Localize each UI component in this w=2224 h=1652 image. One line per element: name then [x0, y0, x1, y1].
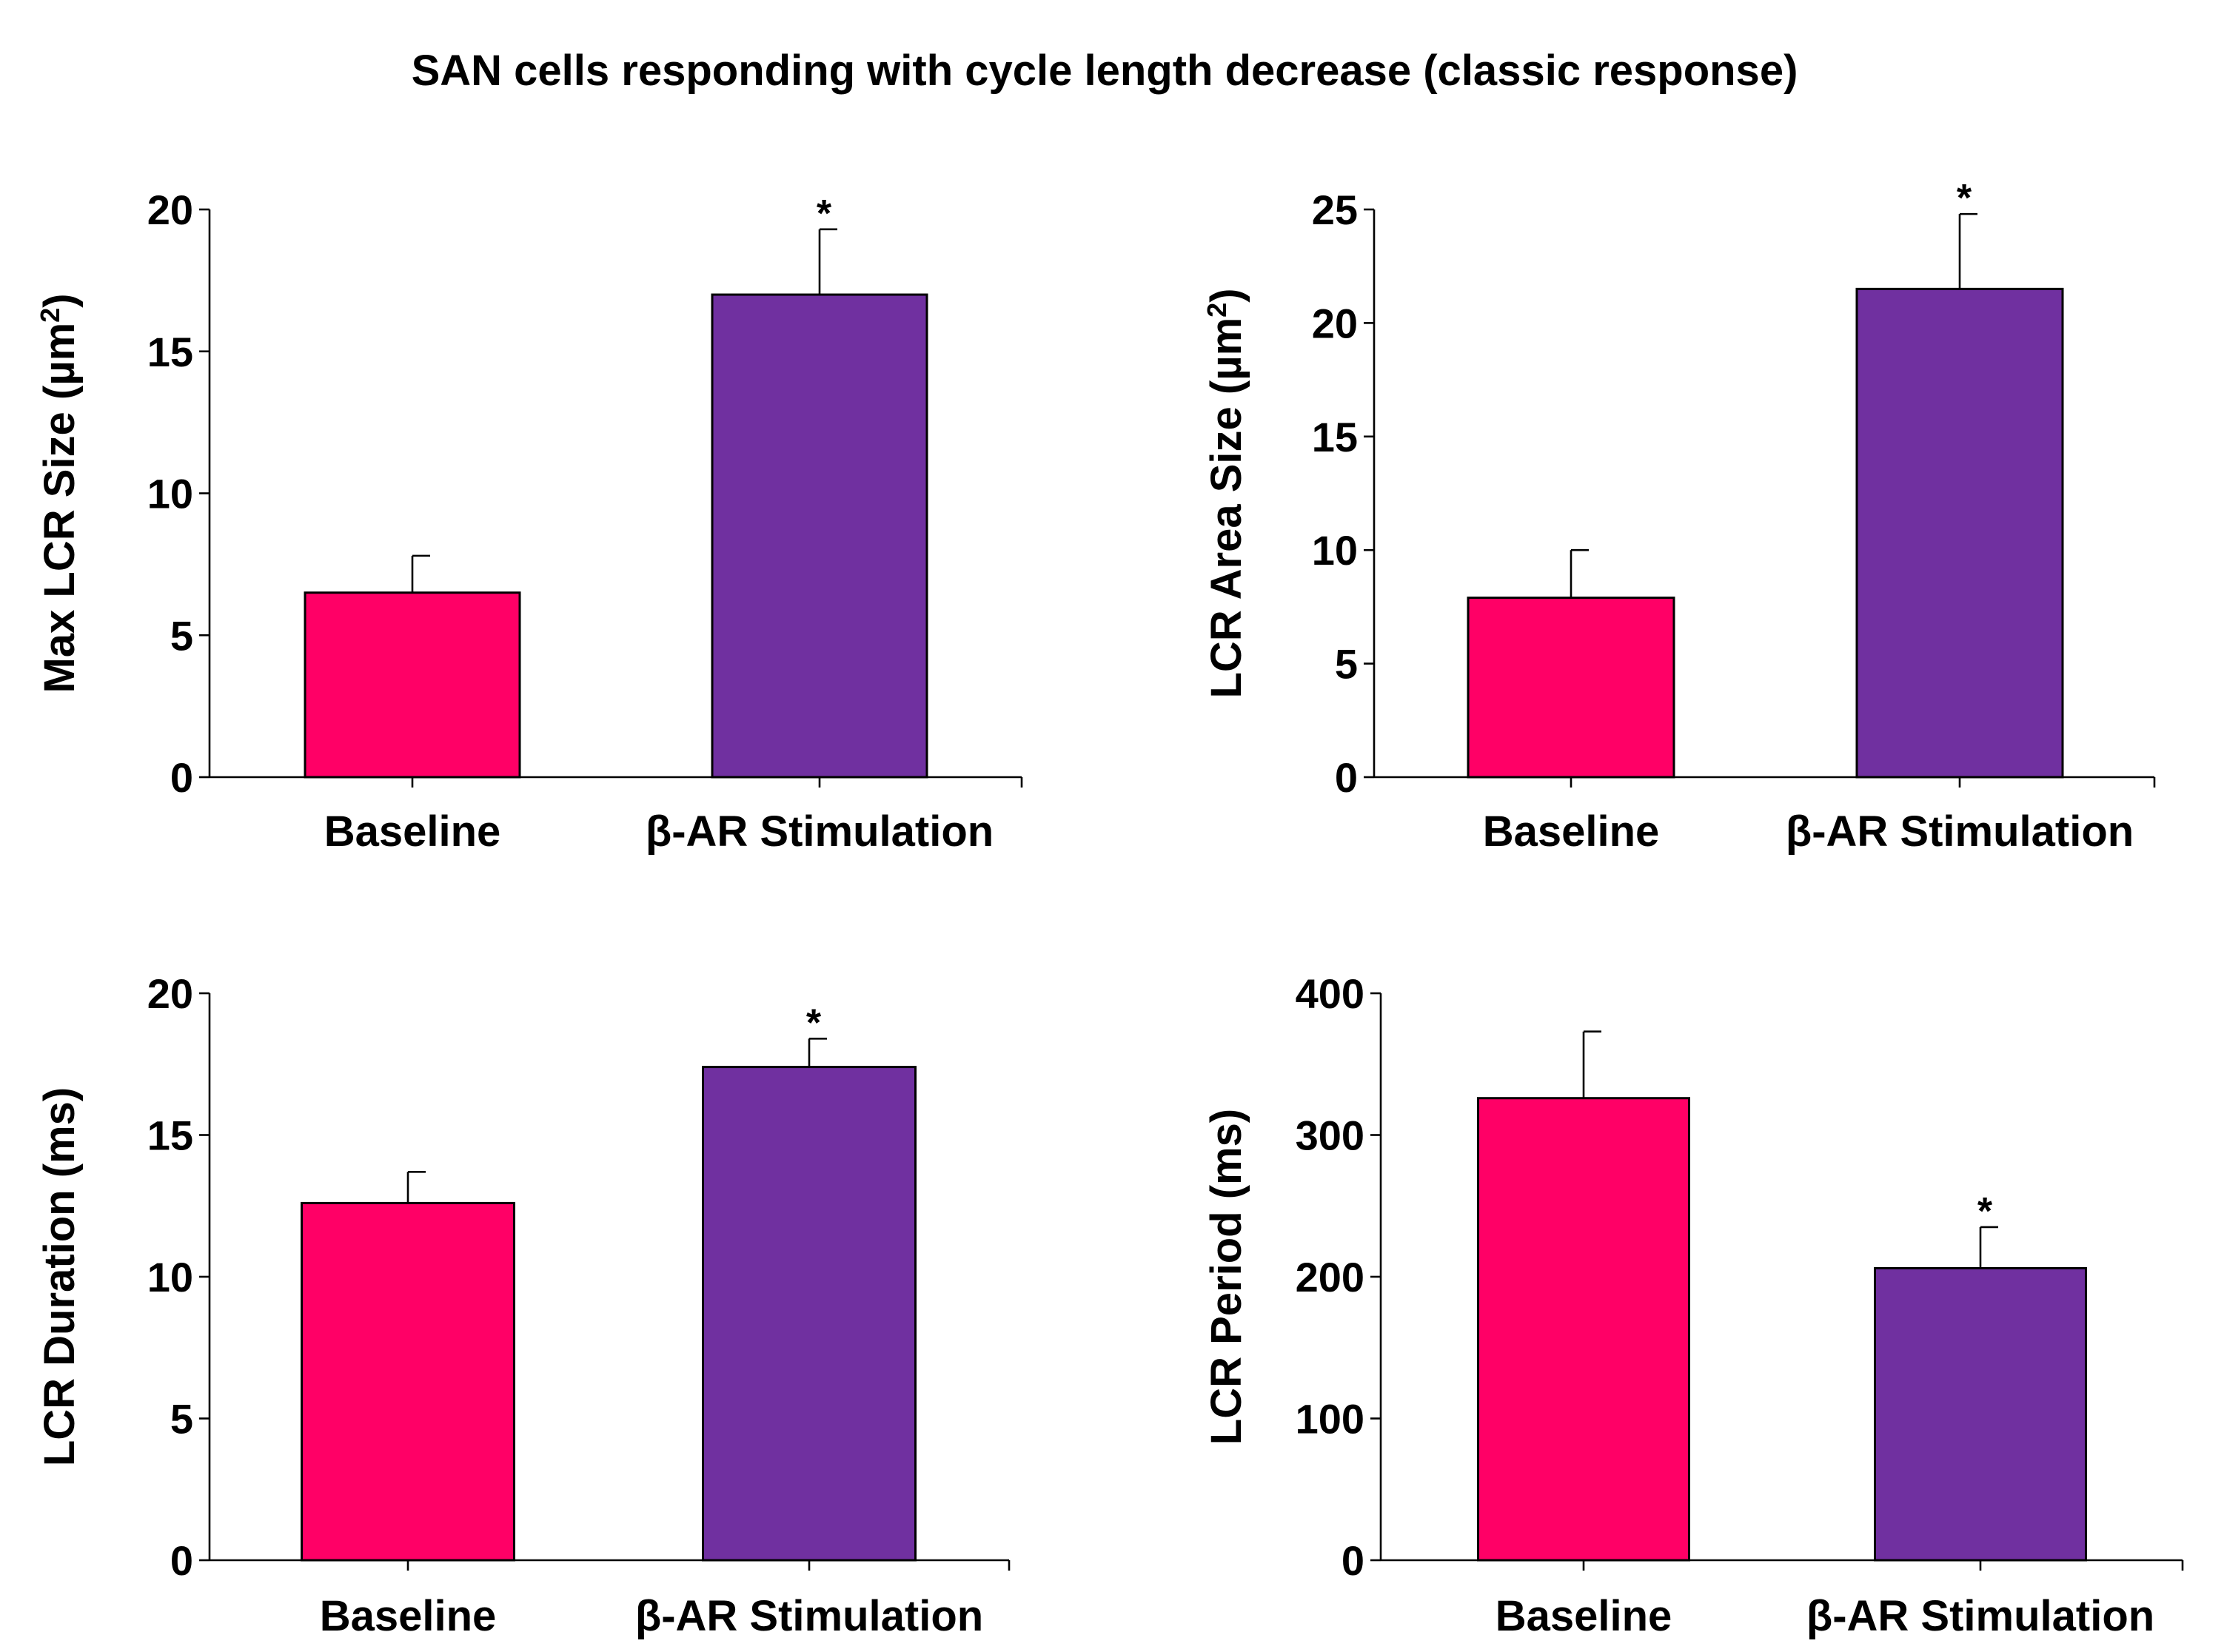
chart-panel-2: Baseline * β-AR Stimulation 0 5 10 15 20 25 LCR A…: [1202, 177, 2156, 856]
y-tick-label: 400: [1296, 970, 1364, 1017]
error-bar-baseline: [406, 1170, 426, 1203]
y-tick-label: 20: [1312, 300, 1358, 346]
bar-stimulation: [1855, 287, 2064, 779]
bar-baseline: [1467, 597, 1675, 779]
chart-panels: Baseline * β-AR Stimulation 0 5 10 15 20 Max LCR…: [35, 177, 2184, 1640]
category-label-baseline: Baseline: [324, 807, 501, 856]
error-bar-stimulation: [1979, 1226, 1998, 1269]
bar-stimulation: [711, 293, 928, 779]
error-bar-baseline: [411, 554, 430, 593]
category-label-stimulation: β-AR Stimulation: [1786, 807, 2134, 856]
y-tick-label: 5: [1335, 641, 1358, 688]
y-tick-label: 5: [170, 612, 193, 659]
y-tick-label: 15: [147, 329, 193, 375]
bar-stimulation: [1874, 1267, 2087, 1562]
chart-panel-3: Baseline * β-AR Stimulation 0 5 10 15 20 LCR Dur…: [36, 970, 1011, 1640]
y-tick-label: 20: [147, 187, 193, 233]
y-tick-label: 0: [170, 1537, 193, 1584]
y-tick-label: 25: [1312, 187, 1358, 233]
category-label-baseline: Baseline: [1495, 1592, 1672, 1640]
chart-panel-4: Baseline * β-AR Stimulation 0 100 200 300 400 LC…: [1202, 970, 2184, 1640]
y-tick-label: 200: [1296, 1254, 1364, 1300]
y-tick-label: 10: [147, 1254, 193, 1300]
significance-marker: *: [817, 192, 832, 235]
category-label-stimulation: β-AR Stimulation: [1806, 1592, 2154, 1640]
chart-panel-1: Baseline * β-AR Stimulation 0 5 10 15 20 Max LCR…: [35, 187, 1023, 856]
category-label-baseline: Baseline: [1483, 807, 1660, 856]
bar-stimulation: [702, 1066, 917, 1562]
error-bar-stimulation: [1958, 212, 1977, 289]
y-axis-label: LCR Area Size (µm2): [1202, 288, 1250, 698]
y-tick-label: 15: [1312, 414, 1358, 460]
bar-baseline: [1477, 1097, 1690, 1562]
category-label-stimulation: β-AR Stimulation: [646, 807, 994, 856]
y-tick-label: 0: [1335, 754, 1358, 801]
error-bar-baseline: [1570, 548, 1589, 598]
y-tick-label: 5: [170, 1396, 193, 1443]
y-tick-label: 300: [1296, 1112, 1364, 1159]
y-tick-label: 0: [170, 754, 193, 801]
y-axis-label: LCR Period (ms): [1202, 1109, 1250, 1445]
significance-marker: *: [1977, 1190, 1993, 1233]
y-tick-label: 100: [1296, 1396, 1364, 1443]
significance-marker: *: [806, 1001, 822, 1044]
error-bar-baseline: [1582, 1030, 1601, 1098]
figure-title: SAN cells responding with cycle length d…: [412, 47, 1798, 95]
category-label-baseline: Baseline: [320, 1592, 497, 1640]
error-bar-stimulation: [818, 228, 837, 295]
y-tick-label: 0: [1342, 1537, 1364, 1584]
significance-marker: *: [1957, 177, 1972, 220]
bar-baseline: [301, 1201, 515, 1562]
y-axis-label: LCR Duration (ms): [36, 1087, 84, 1466]
y-tick-label: 15: [147, 1112, 193, 1159]
y-tick-label: 10: [1312, 527, 1358, 574]
error-bar-stimulation: [808, 1037, 827, 1067]
bar-baseline: [304, 591, 521, 779]
y-tick-label: 20: [147, 970, 193, 1017]
y-axis-label: Max LCR Size (µm2): [35, 293, 84, 693]
y-tick-label: 10: [147, 471, 193, 517]
category-label-stimulation: β-AR Stimulation: [635, 1592, 983, 1640]
